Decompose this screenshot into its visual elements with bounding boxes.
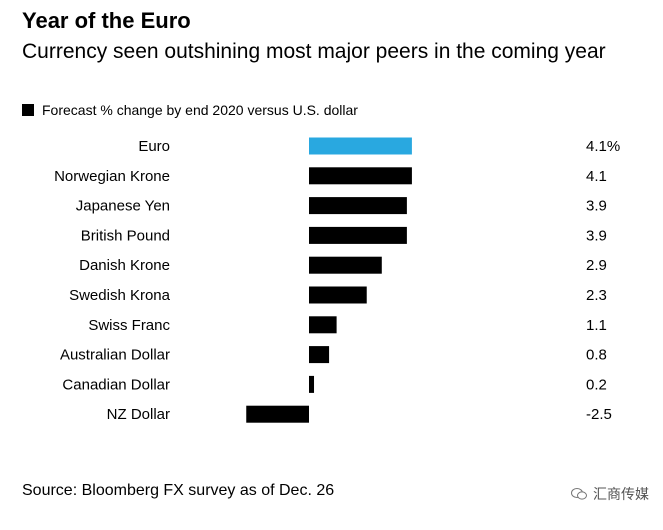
category-label: Canadian Dollar <box>62 376 170 393</box>
category-label: Swedish Krona <box>69 287 171 304</box>
category-label: Euro <box>138 138 170 155</box>
watermark: 汇商传媒 <box>571 484 649 504</box>
chart-subtitle: Currency seen outshining most major peer… <box>22 40 606 63</box>
value-label: 4.1% <box>586 138 620 155</box>
bar <box>309 137 412 155</box>
category-label: Norwegian Krone <box>54 168 170 185</box>
value-label: 0.2 <box>586 376 607 393</box>
category-label: Danish Krone <box>79 257 170 274</box>
value-label: 0.8 <box>586 347 607 364</box>
value-label: 4.1 <box>586 168 607 185</box>
bar <box>309 316 337 334</box>
source-note: Source: Bloomberg FX survey as of Dec. 2… <box>22 482 335 499</box>
category-label: Australian Dollar <box>60 347 170 364</box>
bar-chart: Euro 4.1% Norwegian Krone 4.1 Japanese Yen 3.… <box>54 137 620 423</box>
chart-title: Year of the Euro <box>22 8 191 33</box>
watermark-label: 汇商传媒 <box>593 486 649 502</box>
value-label: 3.9 <box>586 198 607 215</box>
legend-label: Forecast % change by end 2020 versus U.S… <box>42 102 358 118</box>
value-label: 2.3 <box>586 287 607 304</box>
category-label: NZ Dollar <box>107 406 170 423</box>
legend: Forecast % change by end 2020 versus U.S… <box>22 102 358 118</box>
category-label: British Pound <box>81 227 170 244</box>
value-label: 3.9 <box>586 227 607 244</box>
value-label: -2.5 <box>586 406 612 423</box>
bar <box>309 346 330 364</box>
bar <box>309 197 407 215</box>
bar <box>309 375 315 393</box>
category-label: Swiss Franc <box>88 317 170 334</box>
bar <box>246 405 309 423</box>
wechat-icon <box>571 488 587 500</box>
value-label: 1.1 <box>586 317 607 334</box>
bar <box>309 286 367 304</box>
bar <box>309 167 412 185</box>
bar <box>309 226 407 244</box>
category-label: Japanese Yen <box>76 198 170 215</box>
bar <box>309 256 382 274</box>
value-label: 2.9 <box>586 257 607 274</box>
legend-swatch <box>22 104 34 116</box>
